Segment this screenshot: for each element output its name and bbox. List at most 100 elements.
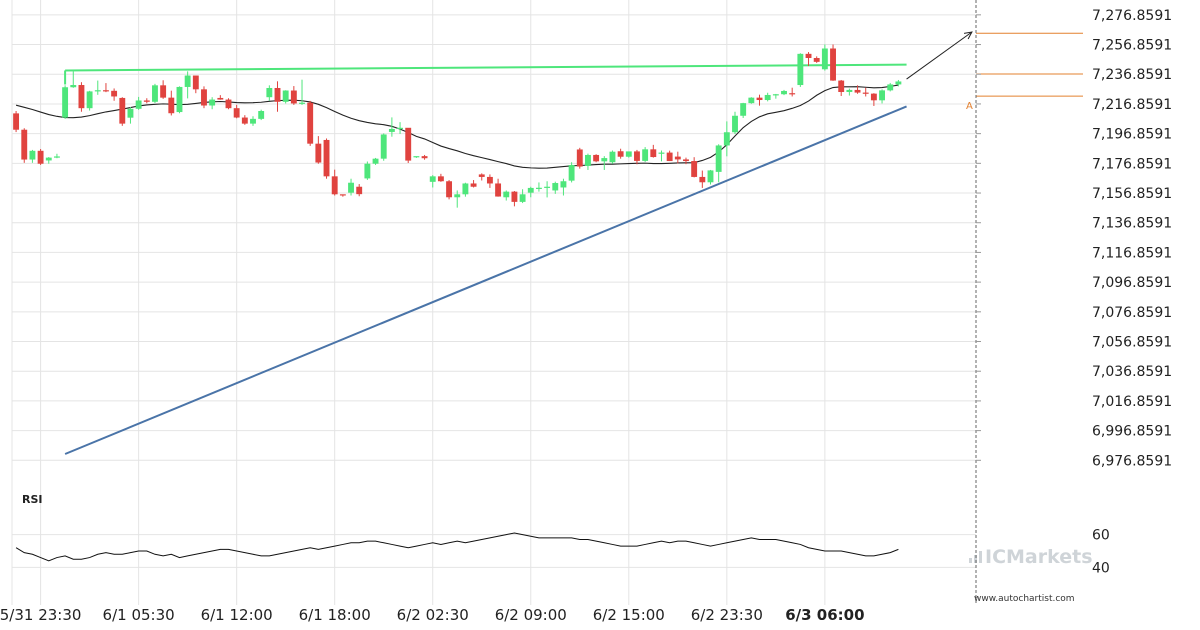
candle-body (830, 48, 836, 81)
candle-body (748, 97, 755, 104)
rsi-y-tick-label: 60 (1092, 528, 1110, 544)
candle (421, 154, 428, 160)
candle (274, 81, 281, 112)
candle (748, 97, 755, 104)
candle-body (854, 89, 861, 93)
candle (715, 144, 722, 183)
candle-body (21, 129, 28, 160)
y-tick-label: 7,076.8591 (1092, 305, 1172, 321)
y-tick-label: 7,256.8591 (1092, 38, 1172, 54)
candle-body (241, 117, 248, 124)
level-marker-label: A (966, 101, 973, 112)
candle (184, 71, 191, 99)
candle (331, 169, 338, 196)
candle (111, 88, 118, 101)
candle (642, 147, 649, 162)
candle-body (356, 186, 363, 195)
candle-body (299, 102, 305, 104)
candle (781, 89, 787, 96)
y-tick-label: 7,196.8591 (1092, 127, 1172, 143)
candle (152, 83, 158, 103)
candle (160, 80, 167, 99)
arrow-head-icon (963, 31, 973, 40)
candle (62, 85, 69, 119)
candle-body (895, 81, 902, 85)
candle (895, 79, 902, 87)
candle (797, 53, 804, 87)
candle-body (805, 53, 812, 58)
candle-body (348, 182, 354, 193)
candle-body (266, 87, 273, 98)
candle-body (331, 176, 338, 195)
candle (78, 82, 85, 112)
candles (13, 44, 902, 208)
candle-body (797, 53, 804, 86)
candle-body (421, 156, 428, 159)
candle-body (723, 132, 730, 146)
candle (462, 182, 469, 197)
candle (772, 93, 779, 99)
rsi-y-tick-label: 40 (1092, 560, 1110, 576)
candle (176, 86, 183, 114)
candle (290, 86, 297, 105)
y-tick-label: 7,016.8591 (1092, 394, 1172, 410)
y-tick-label: 6,996.8591 (1092, 424, 1172, 440)
candle (250, 116, 256, 126)
candle-body (846, 89, 853, 92)
candle (315, 136, 322, 164)
candle-body (53, 156, 60, 158)
candle (266, 85, 273, 101)
candle-body (233, 108, 240, 118)
candle-body (143, 100, 150, 102)
y-tick-label: 7,276.8591 (1092, 8, 1172, 24)
candle-body (666, 152, 673, 162)
y-tick-label: 7,156.8591 (1092, 186, 1172, 202)
candle-body (576, 149, 583, 167)
candle-body (683, 159, 689, 162)
candle (683, 157, 689, 165)
candle-body (339, 194, 346, 196)
candle (870, 93, 877, 106)
candle-body (789, 93, 796, 95)
candle-body (37, 150, 44, 164)
candle (732, 111, 738, 135)
candle-body (209, 99, 216, 106)
candle (143, 98, 150, 104)
candle (666, 150, 673, 162)
candle (519, 189, 526, 204)
candle (37, 149, 44, 165)
candle-body (650, 149, 657, 158)
candle-body (625, 151, 632, 157)
candle (805, 52, 812, 67)
candle (601, 156, 608, 170)
candle-body (715, 145, 722, 172)
candle-body (437, 176, 444, 182)
candle-body (388, 128, 395, 132)
candle (13, 111, 20, 133)
y-tick-label: 7,116.8591 (1092, 245, 1172, 261)
candle (674, 151, 681, 164)
candle (241, 115, 248, 125)
candle-body (45, 157, 52, 161)
candle (454, 190, 461, 208)
candle (789, 87, 796, 97)
candle-body (405, 127, 412, 161)
candle (21, 128, 28, 163)
candle (544, 181, 551, 198)
candle-body (380, 134, 387, 159)
candle (511, 191, 518, 207)
candle (854, 85, 861, 94)
x-tick-label: 6/2 23:30 (691, 606, 763, 624)
candle-body (274, 87, 281, 102)
candle-body (732, 115, 738, 133)
candle (609, 150, 616, 164)
candle (535, 182, 542, 192)
candle-body (78, 85, 85, 109)
candle-body (887, 84, 894, 91)
y-axis: 7,276.8591 7,256.8591 7,236.8591 7,216.8591… (976, 8, 1172, 469)
candle-body (772, 94, 779, 96)
y-tick-label: 7,056.8591 (1092, 335, 1172, 351)
candle (723, 121, 730, 157)
rsi-y-axis: 60 40 (1092, 528, 1110, 577)
x-tick-label: 5/31 23:30 (0, 606, 81, 624)
